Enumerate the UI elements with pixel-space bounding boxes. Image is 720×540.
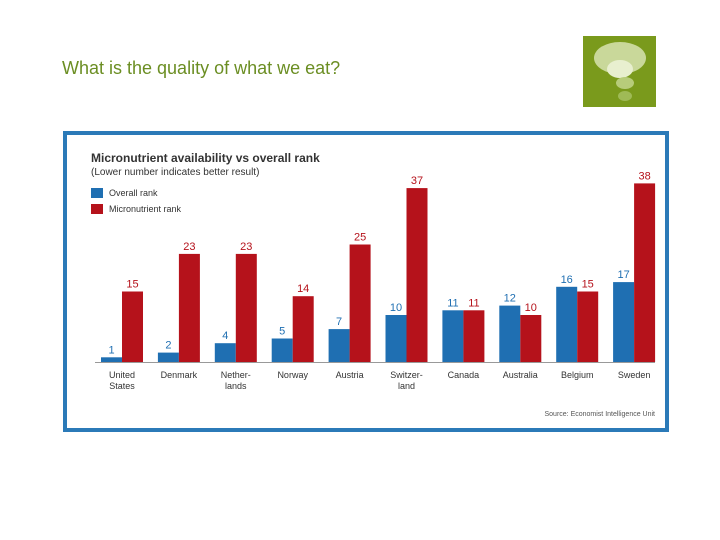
bar-overall [556, 287, 577, 362]
category-label: Sweden [618, 370, 651, 380]
data-label-micronutrient: 15 [126, 279, 138, 291]
data-label-overall: 16 [561, 274, 573, 286]
bar-micronutrient [577, 292, 598, 363]
bar-overall [272, 339, 293, 363]
bar-micronutrient [634, 183, 655, 362]
category-label: Nether- [221, 370, 251, 380]
data-label-overall: 2 [165, 340, 171, 352]
data-label-micronutrient: 23 [240, 241, 252, 253]
bar-micronutrient [350, 245, 371, 363]
data-label-micronutrient: 15 [582, 279, 594, 291]
chart-frame: Micronutrient availability vs overall ra… [63, 131, 669, 432]
bar-micronutrient [463, 310, 484, 362]
data-label-micronutrient: 23 [183, 241, 195, 253]
category-label: Belgium [561, 370, 594, 380]
data-label-micronutrient: 38 [638, 170, 650, 182]
category-label: United [109, 370, 135, 380]
category-label: lands [225, 381, 247, 391]
bar-micronutrient [520, 315, 541, 362]
bar-overall [386, 315, 407, 362]
data-label-overall: 17 [617, 269, 629, 281]
bar-overall [215, 343, 236, 362]
bar-overall [329, 329, 350, 362]
bar-overall [158, 353, 179, 362]
data-label-micronutrient: 11 [468, 297, 479, 309]
category-label: land [398, 381, 415, 391]
category-label: Canada [448, 370, 480, 380]
category-label: Austria [336, 370, 364, 380]
category-label: States [109, 381, 135, 391]
data-label-overall: 4 [222, 330, 228, 342]
data-label-micronutrient: 25 [354, 232, 366, 244]
bar-overall [499, 306, 520, 362]
slide-title: What is the quality of what we eat? [62, 58, 340, 79]
data-label-micronutrient: 14 [297, 283, 309, 295]
category-label: Australia [503, 370, 538, 380]
category-label: Norway [277, 370, 308, 380]
bar-micronutrient [122, 292, 143, 363]
bar-micronutrient [293, 296, 314, 362]
bar-micronutrient [236, 254, 257, 362]
data-label-overall: 11 [447, 297, 458, 309]
data-label-overall: 10 [390, 302, 402, 314]
bar-overall [101, 357, 122, 362]
bar-overall [613, 282, 634, 362]
green-speech-bubble-icon [583, 36, 656, 107]
bar-chart: 115UnitedStates223Denmark423Nether-lands… [67, 135, 665, 428]
data-label-overall: 7 [336, 316, 342, 328]
data-label-micronutrient: 37 [411, 175, 423, 187]
category-label: Switzer- [390, 370, 423, 380]
data-label-micronutrient: 10 [525, 302, 537, 314]
chart-source: Source: Economist Intelligence Unit [545, 411, 656, 418]
bar-overall [442, 310, 463, 362]
data-label-overall: 5 [279, 326, 285, 338]
bar-micronutrient [407, 188, 428, 362]
data-label-overall: 1 [108, 344, 114, 356]
data-label-overall: 12 [504, 293, 516, 305]
category-label: Denmark [161, 370, 198, 380]
bar-micronutrient [179, 254, 200, 362]
